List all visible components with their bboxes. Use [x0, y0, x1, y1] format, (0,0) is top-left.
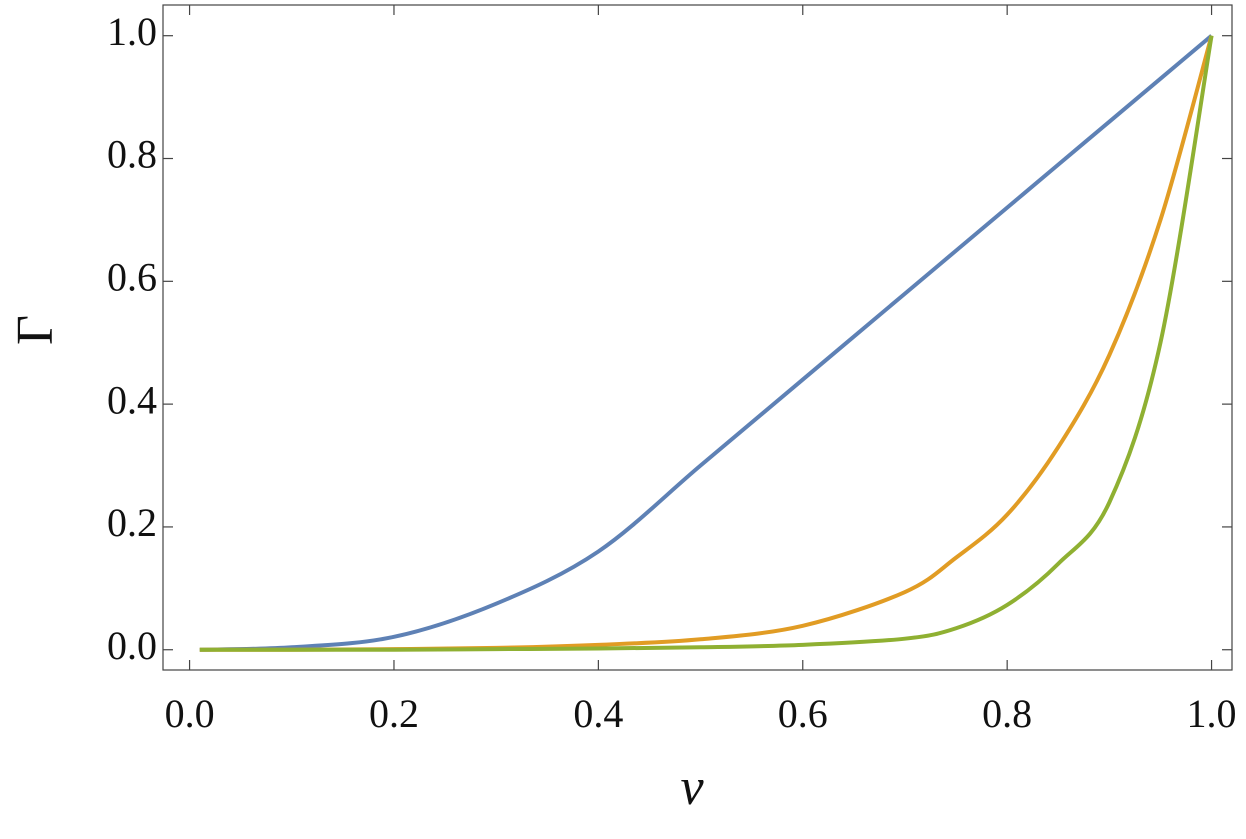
- x-tick-label: 0.4: [573, 691, 623, 736]
- y-tick-label: 0.0: [107, 623, 157, 668]
- plot-frame: [162, 4, 1233, 671]
- y-tick-label: 0.4: [107, 377, 157, 422]
- series-line: [199, 35, 1214, 652]
- y-tick-label: 1.0: [107, 9, 157, 54]
- y-tick-label: 0.8: [107, 132, 157, 177]
- y-axis-label: Γ: [7, 315, 64, 345]
- y-tick-label: 0.2: [107, 500, 157, 545]
- x-tick-label: 1.0: [1187, 691, 1237, 736]
- x-tick-label: 0.6: [778, 691, 828, 736]
- series-line: [199, 35, 1214, 652]
- x-axis-label: ν: [680, 759, 704, 816]
- y-tick-label: 0.6: [107, 254, 157, 299]
- x-tick-label: 0.2: [369, 691, 419, 736]
- series-line: [199, 34, 1213, 652]
- x-tick-label: 0.8: [982, 691, 1032, 736]
- x-tick-label: 0.0: [165, 691, 215, 736]
